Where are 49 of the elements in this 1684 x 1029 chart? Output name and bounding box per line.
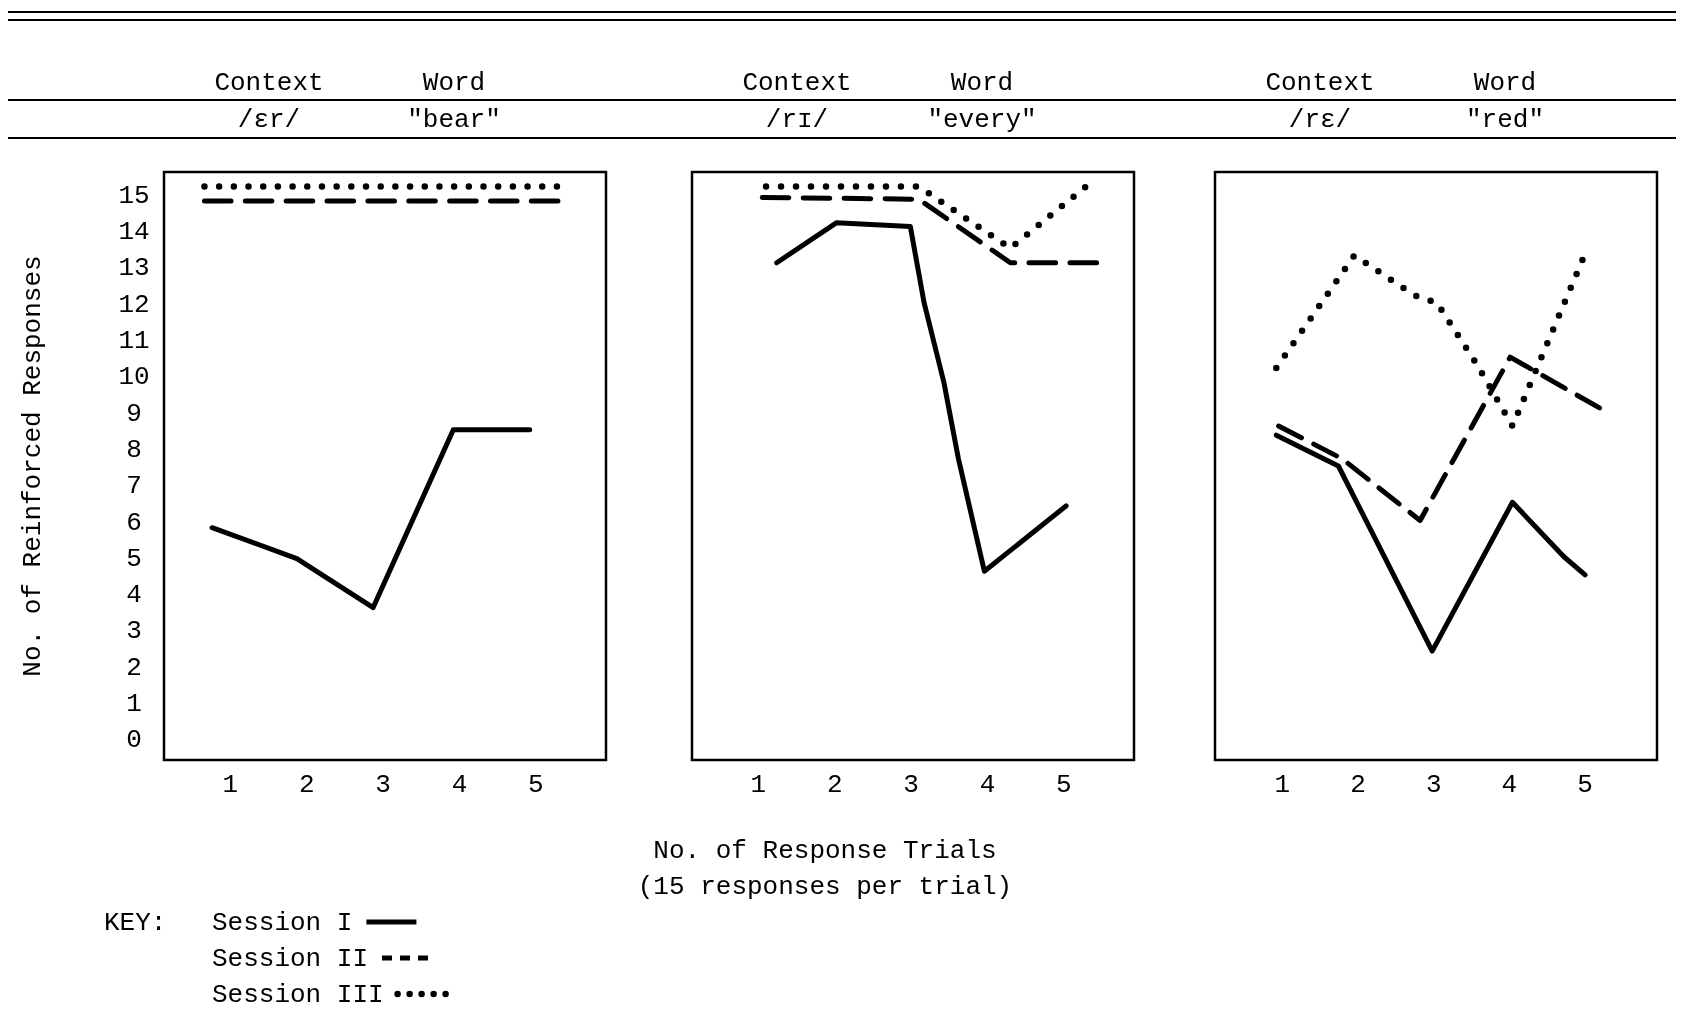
text: Context: [214, 68, 324, 98]
x-tick-label: 3: [1425, 770, 1442, 800]
x-axis-title: No. of Response Trials (15 responses per trial): [637, 836, 1013, 902]
text: Word: [950, 68, 1014, 98]
text: Context: [1265, 68, 1375, 98]
y-tick-label: 11: [118, 326, 150, 357]
text: Context: [742, 68, 852, 98]
legend-label: Session III: [212, 980, 384, 1010]
y-tick-label: 13: [118, 253, 150, 284]
y-axis-title: No. of Reinforced Responses: [18, 255, 48, 677]
y-tick-label: 14: [118, 217, 150, 248]
y-tick-label: 9: [126, 398, 142, 429]
y-tick-label: 2: [126, 652, 142, 683]
x-tick-label: 1: [222, 770, 239, 800]
text: "bear": [407, 105, 501, 135]
legend-title: KEY:: [104, 908, 167, 938]
x-tick-label: 4: [451, 770, 468, 800]
x-tick-label: 3: [375, 770, 391, 800]
x-tick-label: 3: [903, 770, 919, 800]
y-tick-label: 7: [126, 471, 142, 502]
y-tick-label: 15: [118, 180, 150, 211]
text: "red": [1465, 105, 1545, 135]
x-tick-label: 5: [1055, 770, 1072, 800]
y-tick-label: 4: [126, 580, 142, 611]
x-tick-label: 1: [750, 770, 767, 800]
x-tick-label: 1: [1274, 770, 1291, 800]
y-tick-label: 3: [126, 616, 142, 647]
x-tick-label: 2: [826, 770, 843, 800]
legend-label: Session II: [212, 944, 369, 974]
text: Word: [1473, 68, 1537, 98]
text: Word: [422, 68, 486, 98]
x-tick-label: 2: [298, 770, 315, 800]
y-tick-label: 1: [126, 689, 142, 720]
y-tick-label: 10: [118, 362, 150, 393]
text: /rɪ/: [765, 105, 829, 135]
text: /rɛ/: [1288, 105, 1352, 135]
y-tick-label: 5: [126, 543, 142, 574]
text: /ɛr/: [237, 105, 301, 135]
y-tick-label: 12: [118, 289, 150, 320]
x-tick-label: 4: [1501, 770, 1518, 800]
y-tick-label: 8: [126, 434, 142, 465]
y-tick-label: 6: [126, 507, 142, 538]
x-tick-label: 5: [1577, 770, 1593, 800]
legend-label: Session I: [212, 908, 353, 938]
y-tick-label: 0: [126, 725, 142, 756]
x-tick-label: 2: [1350, 770, 1366, 800]
text: "every": [927, 105, 1037, 135]
x-tick-label: 5: [527, 770, 544, 800]
x-tick-label: 4: [979, 770, 996, 800]
